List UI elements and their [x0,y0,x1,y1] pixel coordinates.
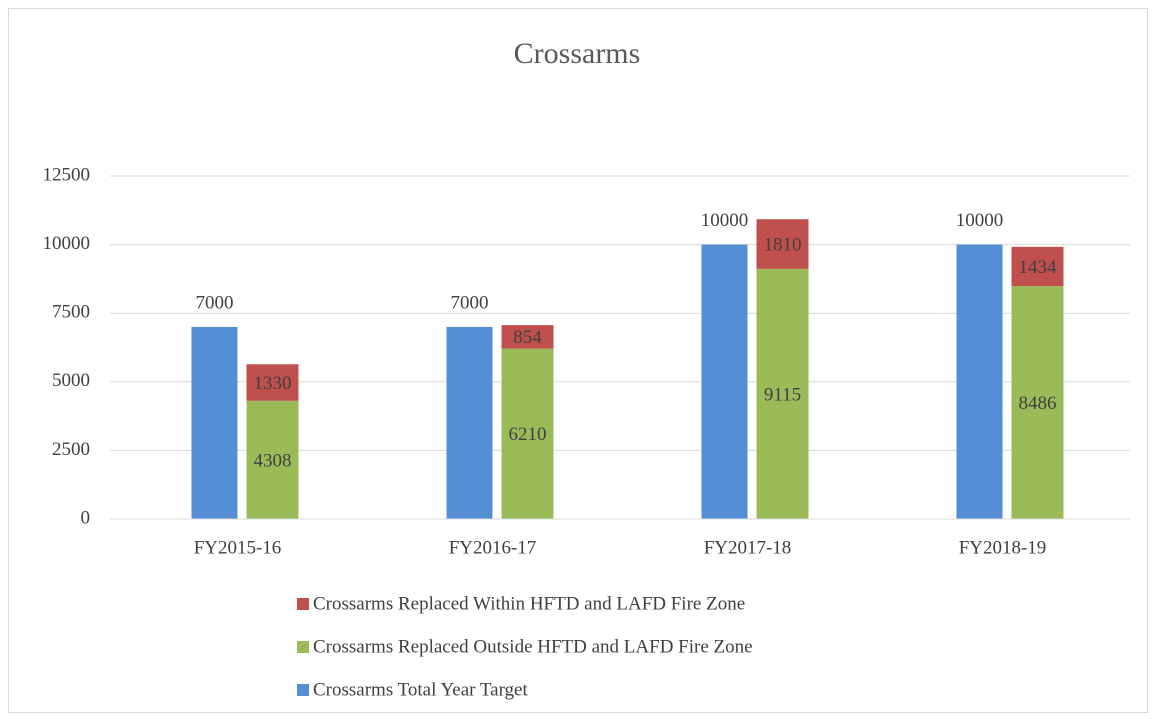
bar-segment [501,325,554,349]
y-tick-label: 2500 [52,439,90,460]
data-label: 8486 [1019,393,1057,414]
legend-swatch [297,641,309,653]
data-label: 4308 [254,450,292,471]
data-label: 854 [513,327,542,348]
x-tick-label: FY2018-19 [959,537,1047,558]
x-tick-label: FY2016-17 [449,537,537,558]
x-tick-label: FY2015-16 [194,537,282,558]
y-tick-label: 5000 [52,370,90,391]
bar [446,326,493,519]
bar-segment [501,348,554,519]
bar-segment [756,268,809,519]
y-tick-label: 10000 [43,233,91,254]
data-label: 1330 [254,373,292,394]
data-label: 1434 [1019,257,1058,278]
data-label: 7000 [451,292,489,313]
chart-title: Crossarms [514,37,641,70]
bar-segment [756,219,809,269]
bar [956,244,1003,519]
data-label: 6210 [509,424,547,445]
data-label: 1810 [764,234,802,255]
bar [701,244,748,519]
legend-label: Crossarms Replaced Within HFTD and LAFD … [313,593,745,614]
legend-label: Crossarms Total Year Target [313,679,528,700]
data-label: 7000 [196,292,234,313]
x-tick-label: FY2017-18 [704,537,792,558]
bar-segment [246,364,299,401]
data-label: 10000 [701,210,749,231]
data-label: 10000 [956,210,1004,231]
legend-swatch [297,684,309,696]
bar-segment [1011,246,1064,287]
y-tick-label: 0 [81,507,91,528]
legend-swatch [297,598,309,610]
y-tick-label: 7500 [52,302,90,323]
bar [191,326,238,519]
legend-label: Crossarms Replaced Outside HFTD and LAFD… [313,636,753,657]
y-tick-label: 12500 [43,164,91,185]
bar-segment [246,400,299,519]
data-label: 9115 [764,384,801,405]
bar-segment [1011,286,1064,519]
